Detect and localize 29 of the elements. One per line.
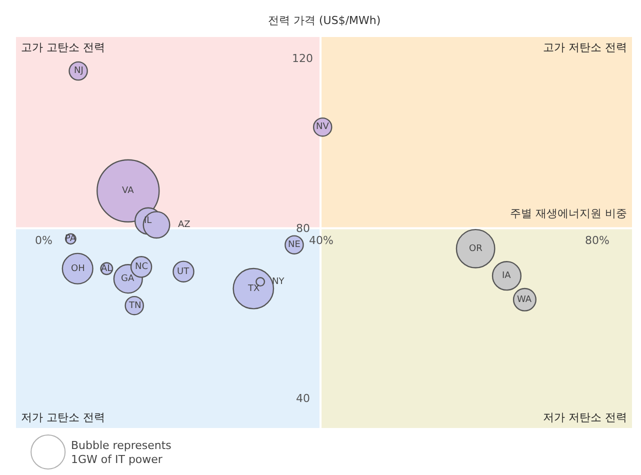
- x-tick-label: 40%: [309, 234, 334, 247]
- annotation: OR: [469, 244, 482, 254]
- annotation: IL: [144, 216, 152, 226]
- annotation: 저가 고탄소 전력: [21, 411, 105, 424]
- annotation: TX: [247, 284, 260, 294]
- annotation: WA: [517, 295, 532, 305]
- annotation: OH: [71, 264, 85, 274]
- y-tick-label: 120: [292, 52, 313, 65]
- y-tick-label: 80: [296, 222, 310, 235]
- annotation: 저가 저탄소 전력: [543, 411, 627, 424]
- y-axis-title: 전력 가격 (US$/MWh): [268, 14, 381, 27]
- x-axis-title: 주별 재생에너지원 비중: [510, 207, 627, 220]
- x-tick-label: 80%: [585, 234, 610, 247]
- annotation: 고가 고탄소 전력: [21, 41, 105, 54]
- annotation: TN: [128, 301, 142, 311]
- x-tick-label: 0%: [35, 234, 52, 247]
- annotation: NC: [135, 262, 148, 272]
- annotation: NE: [288, 240, 301, 250]
- annotation: VA: [122, 186, 135, 196]
- annotation: GA: [121, 274, 135, 284]
- text: Bubble represents 1GW of IT power: [71, 439, 172, 466]
- annotation: 고가 저탄소 전력: [543, 41, 627, 54]
- annotation: UT: [177, 267, 190, 277]
- annotation: IA: [502, 271, 512, 281]
- annotation: NV: [316, 122, 330, 132]
- annotation: NJ: [74, 66, 84, 76]
- annotation: NY: [272, 277, 285, 287]
- annotation: AZ: [178, 220, 190, 230]
- y-tick-label: 40: [296, 392, 310, 405]
